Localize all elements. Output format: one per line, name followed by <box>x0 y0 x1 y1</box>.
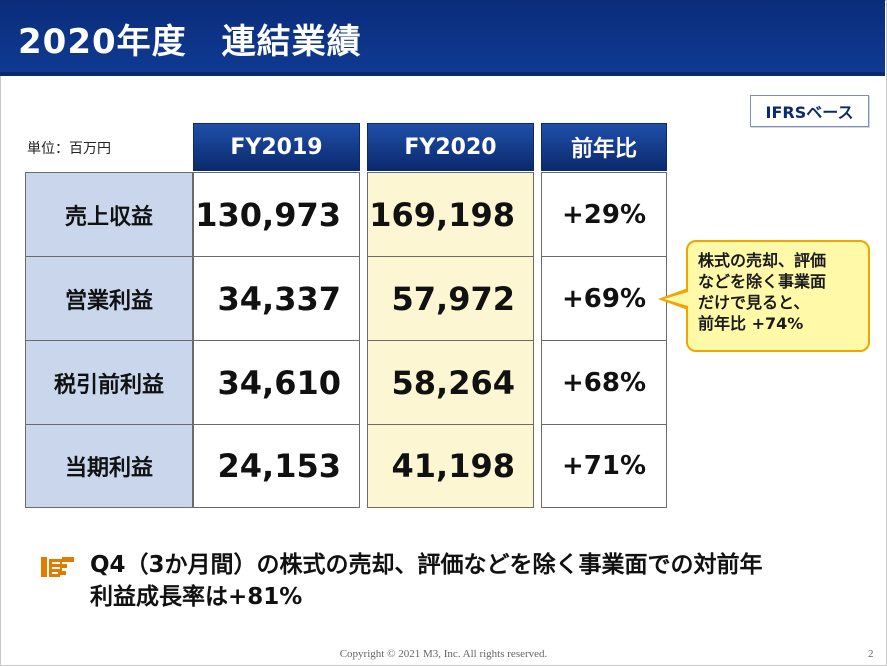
cell-yoy-net-profit: +71% <box>541 424 667 508</box>
cell-yoy-operating-profit: +69% <box>541 256 667 341</box>
copyright-footer: Copyright © 2021 M3, Inc. All rights res… <box>339 648 548 660</box>
cell-fy2020-net-profit: 41,198 <box>367 424 534 508</box>
column-header-fy2020: FY2020 <box>367 123 534 171</box>
callout-arrow-fill <box>664 292 688 306</box>
row-label-pretax-profit: 税引前利益 <box>25 340 193 425</box>
callout-line: だけで見ると、 <box>698 293 810 312</box>
page-title: 2020年度 連結業績 <box>18 22 362 62</box>
bottom-note: Q4（3か月間）の株式の売却、評価などを除く事業面での対前年 利益成長率は+81… <box>90 549 850 613</box>
page-number: 2 <box>868 648 874 660</box>
cell-fy2020-revenue: 169,198 <box>367 172 534 257</box>
callout-box: 株式の売却、評価 などを除く事業面 だけで見ると、 前年比 +74% <box>686 240 870 352</box>
pointing-hand-icon <box>41 557 74 577</box>
cell-fy2020-operating-profit: 57,972 <box>367 256 534 341</box>
row-label-net-profit: 当期利益 <box>25 424 193 508</box>
cell-fy2019-revenue: 130,973 <box>193 172 360 257</box>
cell-fy2019-net-profit: 24,153 <box>193 424 360 508</box>
callout-line: 株式の売却、評価 <box>698 251 827 270</box>
cell-yoy-revenue: +29% <box>541 172 667 257</box>
callout-line: 前年比 +74% <box>698 314 804 333</box>
callout-line: などを除く事業面 <box>698 272 827 291</box>
unit-label: 単位：百万円 <box>27 141 111 157</box>
ifrs-badge: IFRSベース <box>750 95 869 127</box>
note-line: 利益成長率は+81% <box>90 584 303 610</box>
cell-fy2020-pretax-profit: 58,264 <box>367 340 534 425</box>
row-label-operating-profit: 営業利益 <box>25 256 193 341</box>
cell-fy2019-pretax-profit: 34,610 <box>193 340 360 425</box>
title-bar: 2020年度 連結業績 <box>0 0 885 76</box>
cell-yoy-pretax-profit: +68% <box>541 340 667 425</box>
row-label-revenue: 売上収益 <box>25 172 193 257</box>
cell-fy2019-operating-profit: 34,337 <box>193 256 360 341</box>
column-header-yoy: 前年比 <box>541 123 667 171</box>
note-line: Q4（3か月間）の株式の売却、評価などを除く事業面での対前年 <box>90 552 763 578</box>
column-header-fy2019: FY2019 <box>193 123 360 171</box>
